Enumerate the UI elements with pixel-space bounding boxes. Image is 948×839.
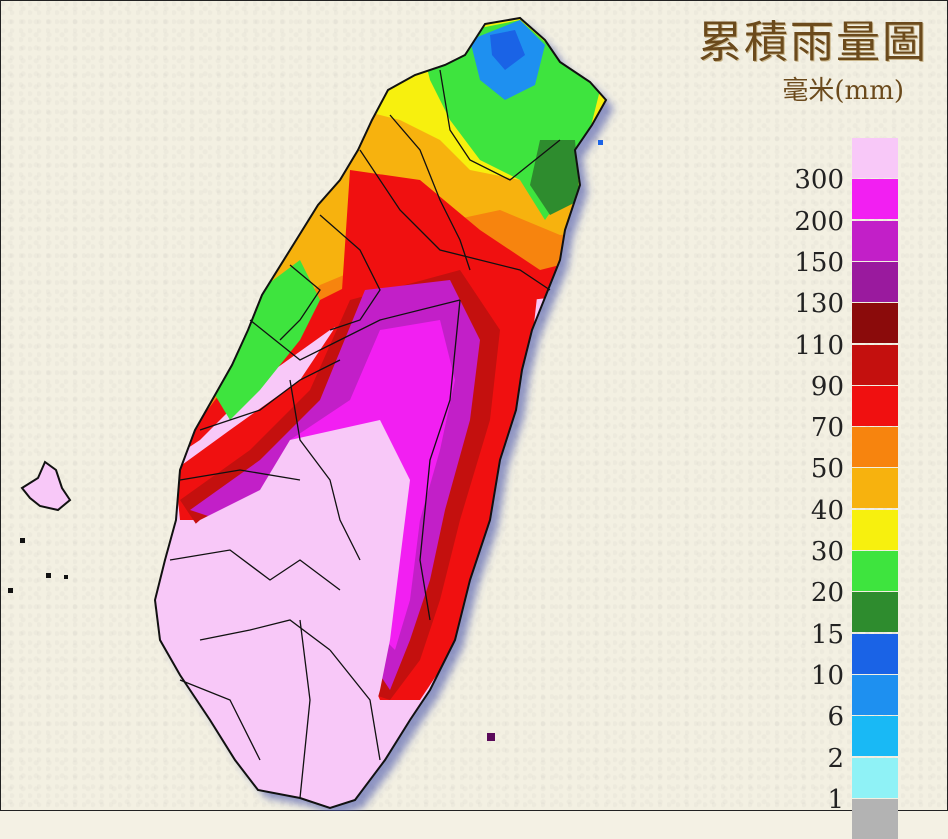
- unit-label: 毫米(mm): [782, 76, 904, 106]
- offshore-islands: [8, 140, 603, 741]
- legend-swatch: [852, 509, 898, 550]
- legend-label: 1: [827, 784, 844, 815]
- legend-label: 90: [810, 371, 844, 402]
- map-title: 累積雨量圖: [698, 17, 928, 68]
- legend-label: 40: [810, 495, 844, 526]
- legend-swatch: [852, 468, 898, 509]
- legend-label: 50: [810, 454, 844, 485]
- legend-label: 150: [794, 247, 844, 278]
- legend-swatch: [852, 385, 898, 426]
- legend-swatch: [852, 179, 898, 220]
- legend-label: 110: [794, 330, 844, 361]
- legend-swatch: [852, 261, 898, 302]
- legend-swatch: [852, 633, 898, 674]
- taiwan-rainfall-map: [8, 17, 607, 809]
- legend-label: 15: [810, 619, 844, 650]
- county-boundaries: [169, 69, 561, 799]
- legend-label: 300: [794, 165, 844, 196]
- legend-label: 10: [810, 660, 844, 691]
- legend-label: 6: [827, 702, 844, 733]
- legend-swatch: [852, 427, 898, 468]
- legend-label: 2: [827, 743, 844, 774]
- legend-label: 20: [810, 578, 844, 609]
- legend-swatch: [852, 716, 898, 757]
- legend-swatch: [852, 138, 898, 178]
- legend-swatch: [852, 220, 898, 261]
- legend-swatch: [852, 757, 898, 798]
- legend-swatch: [852, 551, 898, 591]
- legend-label: 70: [810, 413, 844, 444]
- legend-label: 130: [794, 289, 844, 320]
- legend-label: 200: [794, 206, 844, 237]
- legend-swatch: [852, 798, 898, 839]
- legend-swatch: [852, 592, 898, 633]
- legend-label: 30: [810, 537, 844, 567]
- legend-swatch: [852, 674, 898, 715]
- legend-swatch: [852, 344, 898, 385]
- legend-swatch: [852, 303, 898, 344]
